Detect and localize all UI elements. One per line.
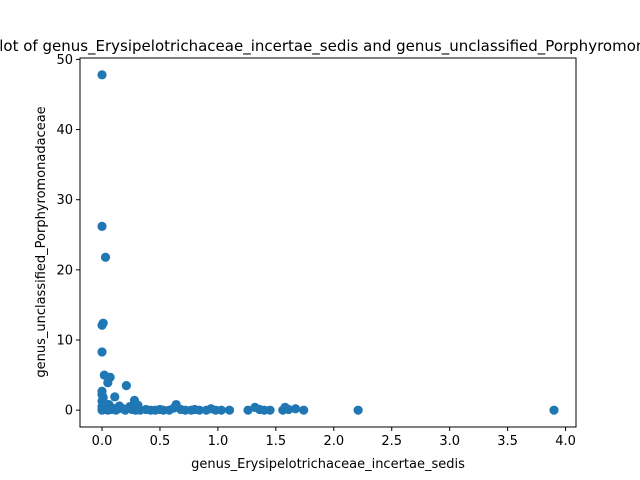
scatter-point-57 xyxy=(265,405,275,415)
y-tick-label-0: 0 xyxy=(65,404,73,419)
x-axis: 0.0 0.5 1.0 1.5 2.0 2.5 3.0 3.5 4.0 xyxy=(92,427,576,449)
scatter-point-61 xyxy=(290,404,301,414)
chart-title: Scatter plot of genus_Erysipelotrichacea… xyxy=(0,37,640,56)
scatter-point-53 xyxy=(243,405,253,415)
plot-frame xyxy=(79,57,577,428)
scatter-point-47 xyxy=(194,405,204,415)
x-tick-label-3: 1.5 xyxy=(266,434,287,449)
y-tick-label-4: 40 xyxy=(56,123,73,138)
x-axis-label: genus_Erysipelotrichaceae_incertae_sedis xyxy=(191,457,465,472)
scatter-point-31 xyxy=(120,405,130,415)
scatter-point-1 xyxy=(97,221,107,231)
scatter-point-13 xyxy=(110,392,120,402)
y-tick-label-2: 20 xyxy=(56,263,73,278)
x-tick-label-1: 0.5 xyxy=(150,434,171,449)
y-axis: 0 10 20 30 40 50 xyxy=(56,53,80,419)
x-tick-label-5: 2.5 xyxy=(381,434,402,449)
scatter-point-60 xyxy=(283,404,294,415)
y-tick-label-1: 10 xyxy=(56,334,73,349)
x-tick-label-7: 3.5 xyxy=(497,434,518,449)
y-axis-label: genus_unclassified_Porphyromonadaceae xyxy=(34,106,49,377)
scatter-point-5 xyxy=(97,347,107,357)
x-tick-label-2: 1.0 xyxy=(208,434,229,449)
y-tick-label-5: 50 xyxy=(56,53,73,68)
scatter-point-51 xyxy=(216,405,226,415)
scatter-point-9 xyxy=(121,381,131,391)
scatter-point-0 xyxy=(97,70,107,80)
x-tick-label-0: 0.0 xyxy=(92,434,113,449)
scatter-point-64 xyxy=(549,405,559,415)
y-tick-label-3: 30 xyxy=(56,193,73,208)
x-tick-label-4: 2.0 xyxy=(323,434,344,449)
points-layer xyxy=(97,70,559,415)
x-tick-label-8: 4.0 xyxy=(555,434,576,449)
scatter-point-62 xyxy=(299,405,309,415)
scatter-point-30 xyxy=(113,404,123,414)
scatter-point-8 xyxy=(103,378,113,388)
scatter-point-63 xyxy=(353,405,363,415)
scatter-point-52 xyxy=(224,405,235,415)
scatter-point-4 xyxy=(97,320,107,330)
x-tick-label-6: 3.0 xyxy=(439,434,460,449)
scatter-point-2 xyxy=(100,252,111,262)
